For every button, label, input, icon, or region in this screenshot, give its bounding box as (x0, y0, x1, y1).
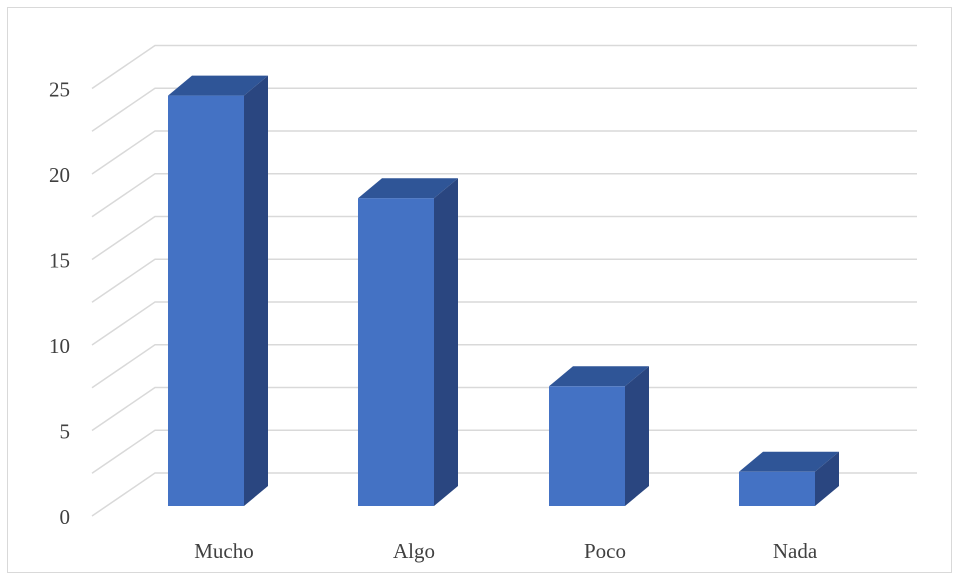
gridline (91, 386, 917, 432)
gridline (91, 215, 917, 261)
y-tick-label: 15 (49, 249, 70, 273)
y-tick-label: 10 (49, 334, 70, 358)
bars (168, 75, 839, 506)
x-category-label: Nada (773, 539, 818, 563)
gridline (91, 344, 917, 389)
gridline (91, 429, 917, 474)
bar-side-face (434, 178, 458, 506)
bar (739, 451, 839, 506)
gridline (91, 173, 917, 218)
gridline (91, 258, 917, 303)
gridline (91, 301, 917, 346)
bar-side-face (244, 75, 268, 506)
bar-front-face (358, 198, 434, 506)
bar-top-face (358, 178, 458, 199)
x-axis-labels: Mucho Algo Poco Nada (194, 539, 818, 563)
gridline (91, 87, 917, 132)
bar-side-face (815, 451, 839, 506)
x-category-label: Mucho (194, 539, 254, 563)
y-tick-label: 0 (60, 505, 71, 529)
bar-front-face (549, 386, 625, 506)
bar-top-face (168, 75, 268, 96)
x-category-label: Poco (584, 539, 626, 563)
y-tick-label: 5 (60, 420, 71, 444)
bar-top-face (739, 451, 839, 472)
bar (549, 366, 649, 506)
bar (168, 75, 268, 506)
gridline (91, 130, 917, 175)
y-axis-ticks: 0 5 10 15 20 25 (49, 78, 70, 530)
gridline (91, 472, 917, 517)
bar-side-face (625, 366, 649, 506)
x-category-label: Algo (393, 539, 435, 563)
gridlines (91, 44, 917, 517)
bar-front-face (168, 95, 244, 506)
bar-front-face (739, 471, 815, 506)
y-tick-label: 20 (49, 163, 70, 187)
gridline (91, 44, 917, 90)
bar (358, 178, 458, 506)
y-tick-label: 25 (49, 78, 70, 102)
bar-top-face (549, 366, 649, 387)
